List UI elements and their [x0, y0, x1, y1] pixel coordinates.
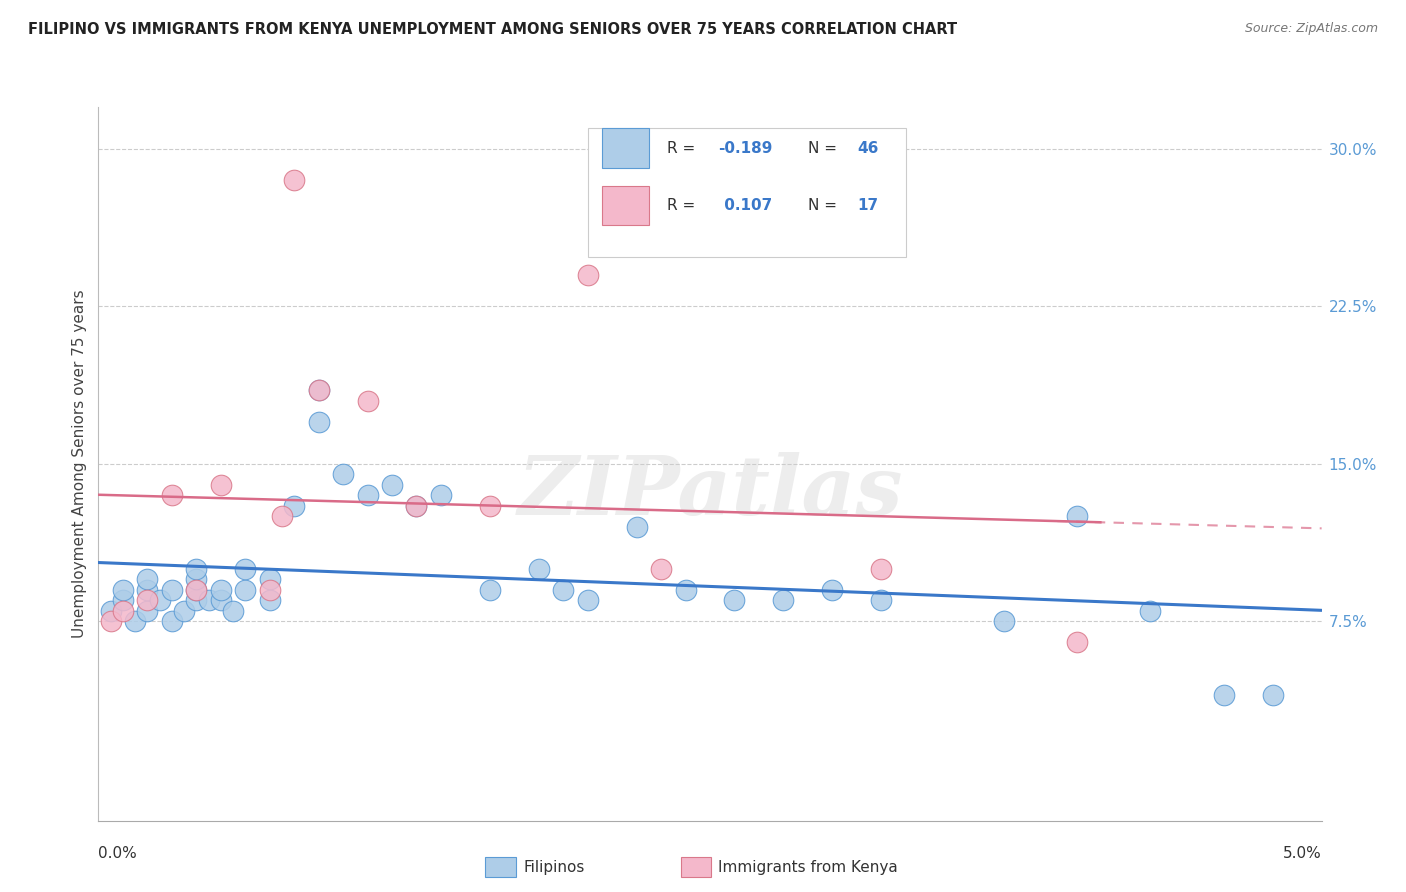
Text: Filipinos: Filipinos — [523, 860, 585, 874]
Point — [283, 499, 305, 513]
Text: 46: 46 — [856, 141, 879, 155]
Text: Immigrants from Kenya: Immigrants from Kenya — [718, 860, 898, 874]
Text: FILIPINO VS IMMIGRANTS FROM KENYA UNEMPLOYMENT AMONG SENIORS OVER 75 YEARS CORRE: FILIPINO VS IMMIGRANTS FROM KENYA UNEMPL… — [28, 22, 957, 37]
Point — [209, 478, 232, 492]
Point — [723, 593, 745, 607]
Text: R =: R = — [668, 141, 700, 155]
Text: -0.189: -0.189 — [718, 141, 773, 155]
Point — [993, 614, 1015, 628]
Text: N =: N = — [808, 141, 842, 155]
FancyBboxPatch shape — [588, 128, 905, 257]
Point — [111, 604, 134, 618]
Point — [650, 562, 672, 576]
Point — [430, 488, 453, 502]
Y-axis label: Unemployment Among Seniors over 75 years: Unemployment Among Seniors over 75 years — [72, 290, 87, 638]
Point — [186, 593, 208, 607]
Point — [870, 562, 893, 576]
Point — [233, 582, 256, 597]
Text: R =: R = — [668, 198, 700, 212]
Point — [308, 384, 330, 398]
Point — [356, 488, 378, 502]
FancyBboxPatch shape — [602, 186, 650, 225]
Point — [100, 604, 122, 618]
Point — [270, 509, 292, 524]
Point — [675, 582, 697, 597]
Point — [332, 467, 354, 482]
Point — [136, 604, 159, 618]
Point — [209, 593, 232, 607]
Text: Source: ZipAtlas.com: Source: ZipAtlas.com — [1244, 22, 1378, 36]
Point — [405, 499, 427, 513]
Point — [356, 393, 378, 408]
Point — [197, 593, 219, 607]
Point — [149, 593, 172, 607]
Point — [173, 604, 195, 618]
Point — [308, 415, 330, 429]
Point — [308, 384, 330, 398]
Point — [111, 582, 134, 597]
Point — [186, 572, 208, 586]
Point — [576, 593, 599, 607]
Text: 5.0%: 5.0% — [1282, 846, 1322, 861]
FancyBboxPatch shape — [602, 128, 650, 168]
Point — [478, 582, 501, 597]
Point — [209, 582, 232, 597]
Point — [160, 582, 183, 597]
Point — [186, 582, 208, 597]
Point — [626, 520, 648, 534]
Point — [1139, 604, 1161, 618]
Point — [821, 582, 844, 597]
Point — [1212, 688, 1234, 702]
Point — [1066, 635, 1088, 649]
Point — [233, 562, 256, 576]
Point — [111, 593, 134, 607]
Text: ZIPatlas: ZIPatlas — [517, 452, 903, 533]
Text: 0.107: 0.107 — [718, 198, 772, 212]
Point — [381, 478, 404, 492]
Point — [870, 593, 893, 607]
Text: 17: 17 — [856, 198, 877, 212]
Point — [136, 593, 159, 607]
Point — [100, 614, 122, 628]
Text: 0.0%: 0.0% — [98, 846, 138, 861]
Point — [186, 582, 208, 597]
Point — [259, 582, 281, 597]
Text: N =: N = — [808, 198, 842, 212]
Point — [136, 582, 159, 597]
Point — [160, 488, 183, 502]
Point — [772, 593, 794, 607]
Point — [259, 572, 281, 586]
Point — [186, 562, 208, 576]
Point — [1261, 688, 1284, 702]
Point — [576, 268, 599, 282]
Point — [478, 499, 501, 513]
Point — [222, 604, 245, 618]
Point — [405, 499, 427, 513]
Point — [1066, 509, 1088, 524]
Point — [160, 614, 183, 628]
Point — [527, 562, 550, 576]
Point — [124, 614, 146, 628]
Point — [136, 572, 159, 586]
Point — [553, 582, 575, 597]
Point — [283, 173, 305, 187]
Point — [259, 593, 281, 607]
